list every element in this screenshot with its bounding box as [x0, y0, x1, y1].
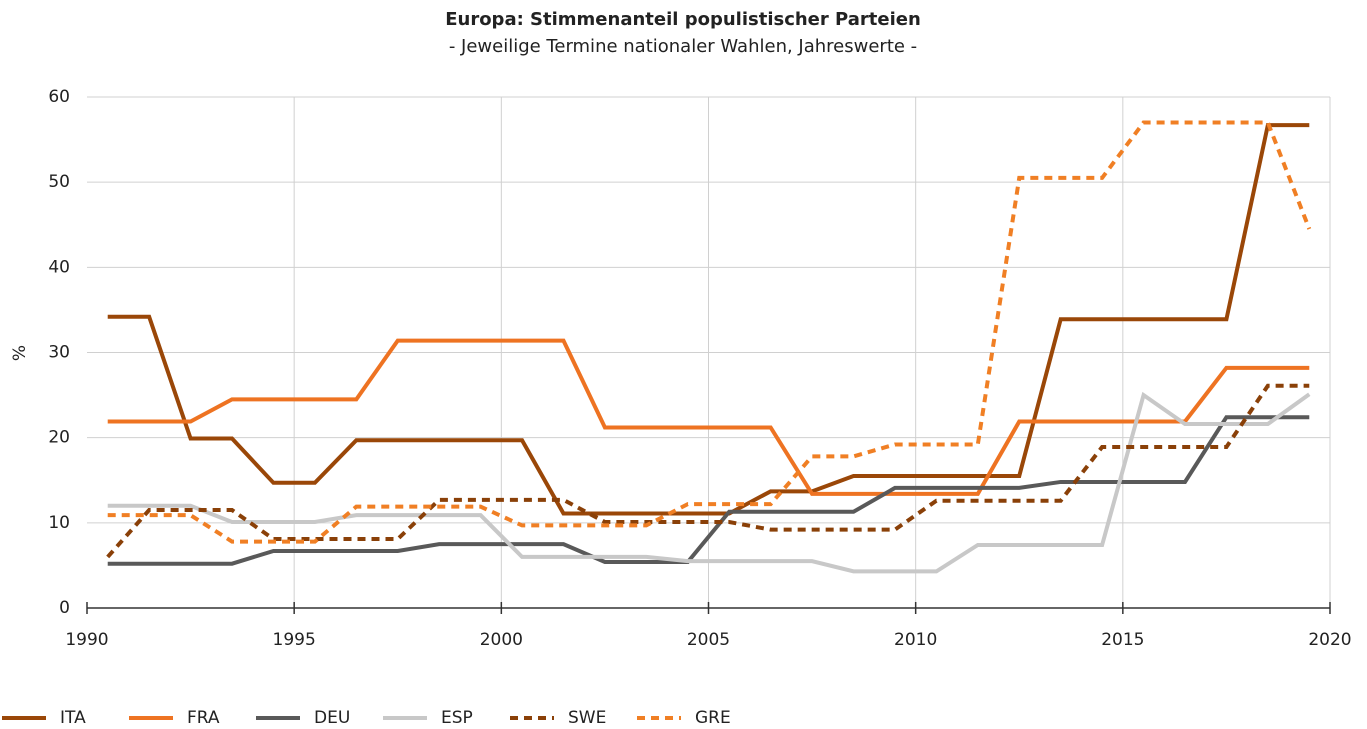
x-tick-label: 2010 [894, 630, 937, 650]
x-tick-label: 2020 [1308, 630, 1351, 650]
y-tick-label: 50 [48, 172, 70, 192]
y-tick-label: 10 [48, 513, 70, 533]
x-tick-label: 1990 [65, 630, 108, 650]
y-tick-label: 20 [48, 428, 70, 448]
series-line [107, 338, 1310, 496]
series-line [107, 120, 1312, 544]
legend-label: FRA [187, 708, 220, 728]
x-tick-label: 2005 [687, 630, 730, 650]
y-axis-label: % [10, 345, 30, 361]
x-tick-label: 2000 [480, 630, 523, 650]
legend-label: SWE [568, 708, 606, 728]
legend-label: DEU [314, 708, 350, 728]
series-line [107, 415, 1310, 566]
x-tick-label: 2015 [1101, 630, 1144, 650]
chart-title: Europa: Stimmenanteil populistischer Par… [445, 9, 921, 30]
y-tick-label: 60 [48, 87, 70, 107]
y-tick-label: 0 [59, 598, 70, 618]
legend-label: GRE [695, 708, 731, 728]
chart-subtitle: - Jeweilige Termine nationaler Wahlen, J… [449, 36, 917, 57]
series-line [107, 123, 1310, 516]
series-line [106, 383, 1310, 559]
series-line [107, 391, 1311, 574]
y-tick-label: 30 [48, 343, 70, 363]
legend-label: ESP [441, 708, 473, 728]
x-tick-label: 1995 [273, 630, 316, 650]
legend-label: ITA [60, 708, 86, 728]
y-tick-label: 40 [48, 257, 70, 277]
